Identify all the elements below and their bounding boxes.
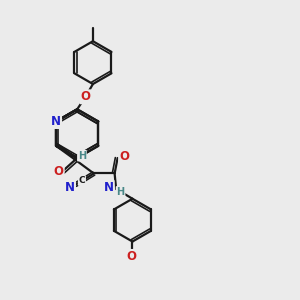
- Text: H: H: [116, 187, 124, 197]
- Text: C: C: [79, 176, 85, 185]
- Text: H: H: [78, 151, 86, 160]
- Text: N: N: [65, 181, 75, 194]
- Text: O: O: [126, 250, 136, 263]
- Text: O: O: [119, 150, 129, 163]
- Text: O: O: [54, 166, 64, 178]
- Text: N: N: [51, 115, 61, 128]
- Text: O: O: [80, 90, 91, 103]
- Text: N: N: [51, 115, 61, 128]
- Text: N: N: [104, 181, 114, 194]
